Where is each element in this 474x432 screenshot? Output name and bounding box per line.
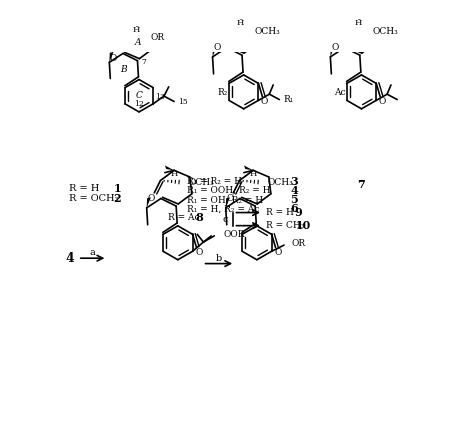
Polygon shape [212,47,217,57]
Text: OCH₃: OCH₃ [188,178,214,187]
Polygon shape [226,197,230,208]
Text: H̄: H̄ [237,19,244,27]
Text: R = Ac: R = Ac [168,213,200,222]
Text: 5: 5 [290,194,298,205]
Text: OR: OR [292,239,306,248]
Text: 7: 7 [141,58,146,66]
Text: OCH₃: OCH₃ [254,27,280,35]
Text: 9: 9 [294,207,301,218]
Text: 7: 7 [357,179,365,190]
Text: 1: 1 [113,184,121,194]
Text: R = H: R = H [69,184,99,194]
Text: H̄: H̄ [250,170,257,178]
Text: b: b [216,254,222,263]
Text: H̄: H̄ [354,19,362,27]
Polygon shape [146,197,151,208]
Text: O: O [195,248,202,257]
Text: 2: 2 [113,194,121,204]
Text: R₂: R₂ [217,88,228,97]
Polygon shape [244,165,253,170]
Polygon shape [127,22,136,26]
Polygon shape [165,165,174,170]
Text: R = H: R = H [266,208,294,217]
Text: O: O [227,194,234,203]
Text: 4: 4 [290,185,298,196]
Text: H̄: H̄ [133,26,140,34]
Text: 6: 6 [290,203,298,214]
Text: 12: 12 [134,100,144,108]
Text: R₁: R₁ [283,95,293,104]
Text: R₁ = R₂ = H: R₁ = R₂ = H [187,177,242,186]
Text: O: O [379,97,386,106]
Text: OOR: OOR [224,230,245,239]
Text: B: B [120,65,127,74]
Text: c: c [223,215,228,224]
Text: R = OCH₃: R = OCH₃ [69,194,118,203]
Text: R₁ = OOH; R₂ = H: R₁ = OOH; R₂ = H [187,186,271,195]
Text: OR: OR [150,33,164,42]
Text: 10: 10 [295,220,311,231]
Text: 3: 3 [290,176,298,187]
Text: 4: 4 [66,252,74,265]
Text: R₁ = OH; R₂ = H: R₁ = OH; R₂ = H [187,195,263,204]
Text: O: O [261,97,268,106]
Text: A: A [134,38,141,47]
Text: O: O [147,194,155,203]
Polygon shape [344,23,353,29]
Text: OCH₃: OCH₃ [267,178,293,187]
Polygon shape [161,174,169,181]
Polygon shape [348,15,358,19]
Polygon shape [227,23,235,29]
Text: R₁ = H, R₂ = Ac: R₁ = H, R₂ = Ac [187,204,259,213]
Polygon shape [122,30,131,36]
Text: 8: 8 [195,213,203,223]
Text: H̄: H̄ [171,170,178,178]
Text: C: C [136,91,143,100]
Polygon shape [239,174,248,181]
Polygon shape [330,47,335,57]
Text: O: O [274,248,282,257]
Text: 13: 13 [155,93,165,101]
Text: OCH₃: OCH₃ [372,27,398,35]
Polygon shape [109,52,114,62]
Text: a: a [90,248,95,257]
Text: R = CH₃: R = CH₃ [266,221,304,230]
Text: 15: 15 [178,98,188,105]
Polygon shape [231,15,240,19]
Text: O: O [213,43,221,52]
Text: O: O [331,43,338,52]
Text: O: O [109,54,117,63]
Text: Ac: Ac [334,88,345,97]
